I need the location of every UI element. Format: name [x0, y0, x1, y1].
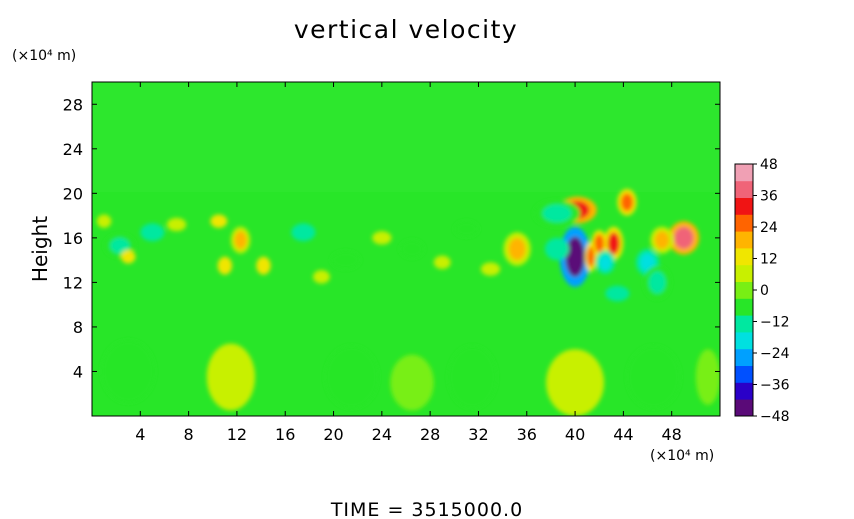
x-tick-label: 8 — [184, 425, 194, 444]
heatmap-cell — [325, 345, 379, 409]
x-tick-label: 16 — [275, 425, 295, 444]
heatmap-cell — [627, 345, 681, 409]
colorbar: 48 36 24 12 0 −12 −24 −36 −48 — [734, 157, 790, 425]
heatmap-cell — [313, 270, 330, 284]
x-ticks: 4 8 12 16 20 24 28 32 36 40 44 48 — [135, 82, 682, 444]
colorbar-block — [735, 281, 753, 299]
y-tick-label: 8 — [73, 318, 83, 337]
colorbar-tick-label: 24 — [760, 220, 778, 236]
colorbar-block — [735, 231, 753, 249]
colorbar-block — [735, 248, 753, 266]
x-tick-label: 24 — [372, 425, 392, 444]
heatmap-cell — [206, 343, 256, 411]
x-unit-label: (×10⁴ m) — [650, 448, 714, 464]
heatmap-cell — [620, 193, 634, 212]
heatmap-cell — [594, 234, 605, 253]
heatmap-cell — [331, 251, 361, 270]
colorbar-tick-label: 0 — [760, 283, 769, 299]
colorbar-block — [735, 214, 753, 232]
colorbar-ticks: 48 36 24 12 0 −12 −24 −36 −48 — [753, 157, 790, 425]
heatmap-cell — [448, 345, 497, 409]
colorbar-block — [735, 164, 753, 182]
heatmap-cell — [544, 237, 570, 261]
upper-band — [92, 82, 720, 192]
x-tick-label: 44 — [613, 425, 633, 444]
heatmap-cell — [648, 271, 666, 294]
x-tick-label: 48 — [662, 425, 682, 444]
heatmap-cell — [599, 254, 612, 271]
heatmap-features — [96, 188, 720, 416]
y-tick-label: 20 — [63, 184, 83, 203]
colorbar-tick-label: 12 — [760, 252, 778, 268]
y-unit-label: (×10⁴ m) — [12, 48, 76, 64]
heatmap-cell — [291, 223, 316, 242]
heatmap-cell — [508, 237, 526, 261]
heatmap-cell — [217, 256, 233, 275]
time-label: TIME = 3515000.0 — [330, 499, 523, 519]
colorbar-block — [735, 197, 753, 215]
colorbar-tick-label: −24 — [760, 346, 790, 362]
heatmap-cell — [96, 214, 112, 228]
heatmap-cell — [210, 214, 228, 228]
colorbar-block — [735, 348, 753, 366]
x-tick-label: 28 — [420, 425, 440, 444]
y-tick-label: 28 — [63, 95, 83, 114]
colorbar-tick-label: 36 — [760, 189, 778, 205]
heatmap-cell — [101, 340, 155, 403]
colorbar-block — [735, 332, 753, 350]
x-tick-label: 4 — [135, 425, 145, 444]
x-tick-label: 20 — [323, 425, 343, 444]
heatmap-cell — [120, 250, 136, 264]
colorbar-block — [735, 315, 753, 333]
colorbar-block — [735, 264, 753, 282]
y-tick-label: 12 — [63, 273, 83, 292]
x-tick-label: 36 — [517, 425, 537, 444]
x-tick-label: 40 — [565, 425, 585, 444]
colorbar-block — [735, 382, 753, 400]
heatmap-cell — [399, 240, 425, 258]
x-tick-label: 32 — [468, 425, 488, 444]
colorbar-tick-label: −12 — [760, 315, 790, 331]
colorbar-block — [735, 365, 753, 383]
chart-title: vertical velocity — [294, 15, 518, 44]
heatmap-cell — [140, 223, 165, 242]
heatmap-cell — [542, 204, 572, 223]
plot-frame — [91, 81, 721, 417]
heatmap-cell — [433, 255, 451, 270]
colorbar-block — [735, 399, 753, 417]
y-tick-label: 16 — [63, 229, 83, 248]
heatmap-cell — [607, 232, 620, 255]
heatmap-cell — [695, 349, 720, 405]
colorbar-tick-label: 48 — [760, 157, 778, 173]
heatmap-cell — [372, 231, 392, 245]
y-tick-label: 4 — [73, 362, 83, 381]
heatmap-cell — [234, 231, 247, 250]
heatmap-cell — [166, 217, 187, 232]
heatmap-cell — [454, 221, 479, 237]
heatmap-plot — [91, 81, 721, 417]
colorbar-blocks — [735, 164, 753, 417]
heatmap-cell — [674, 226, 694, 249]
y-axis-label: Height — [28, 216, 52, 282]
heatmap-cell — [546, 349, 605, 416]
heatmap-cell — [640, 253, 655, 272]
heatmap-cell — [390, 354, 434, 411]
heatmap-cell — [605, 285, 630, 302]
y-tick-label: 24 — [63, 140, 83, 159]
colorbar-block — [735, 298, 753, 316]
heatmap-cell — [565, 236, 585, 277]
colorbar-block — [735, 180, 753, 198]
heatmap-cell — [654, 231, 670, 250]
colorbar-tick-label: −36 — [760, 378, 790, 394]
heatmap-cell — [480, 262, 501, 276]
heatmap-cell — [587, 246, 595, 267]
y-ticks: 4 8 12 16 20 24 28 — [63, 95, 720, 381]
colorbar-tick-label: −48 — [760, 409, 790, 425]
heatmap-cell — [256, 256, 271, 275]
x-tick-label: 12 — [227, 425, 247, 444]
heatmap-cell — [110, 237, 130, 254]
